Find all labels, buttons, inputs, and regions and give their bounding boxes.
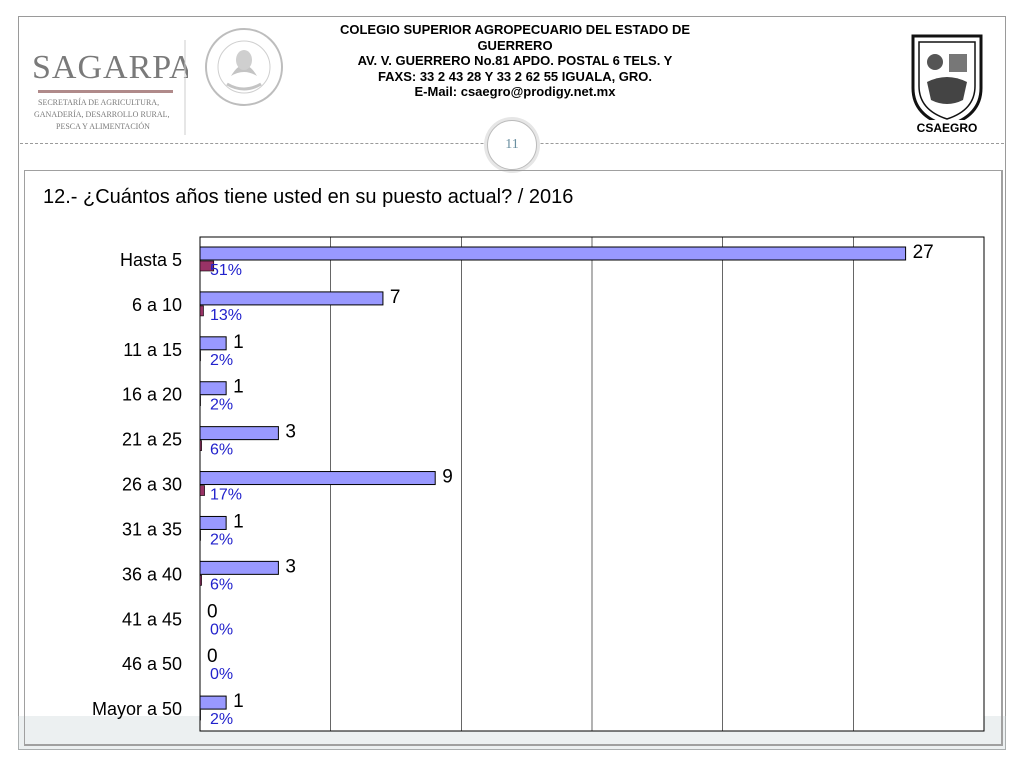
csaegro-label: CSAEGRO: [917, 121, 978, 135]
header-text: COLEGIO SUPERIOR AGROPECUARIO DEL ESTADO…: [330, 22, 700, 100]
csaegro-logo: CSAEGRO: [907, 34, 987, 135]
percent-label: 51%: [210, 262, 242, 279]
category-label: 31 a 35: [122, 519, 182, 539]
category-label: 26 a 30: [122, 475, 182, 495]
percent-label: 17%: [210, 487, 242, 504]
percent-label: 2%: [210, 531, 233, 548]
percent-bar: [199, 485, 205, 496]
sagarpa-sub-3: PESCA Y ALIMENTACIÓN: [56, 121, 150, 131]
percent-bar: [199, 530, 201, 541]
percent-bar: [199, 575, 202, 586]
category-label: 21 a 25: [122, 430, 182, 450]
sagarpa-name: SAGARPA: [32, 49, 188, 86]
count-bar: [199, 695, 227, 710]
percent-label: 0%: [210, 621, 233, 638]
percent-bar: [199, 350, 201, 362]
percent-bar: [199, 395, 201, 407]
percent-label: 13%: [210, 307, 242, 324]
percent-label: 2%: [210, 711, 233, 728]
header-line-5: E-Mail: csaegro@prodigy.net.mx: [414, 84, 616, 99]
count-label: 7: [390, 287, 401, 308]
count-label: 9: [442, 467, 453, 488]
count-label: 1: [233, 332, 244, 353]
category-label: Hasta 5: [120, 250, 182, 270]
header-line-4: FAXS: 33 2 43 28 Y 33 2 62 55 IGUALA, GR…: [377, 68, 653, 84]
count-bar: [199, 336, 227, 351]
count-label: 1: [233, 511, 244, 532]
percent-label: 2%: [210, 352, 233, 369]
category-label: 41 a 45: [122, 609, 182, 629]
category-label: 16 a 20: [122, 385, 182, 405]
percent-label: 6%: [210, 576, 233, 593]
category-label: 6 a 10: [132, 295, 182, 315]
count-label: 0: [207, 601, 218, 622]
chart-title: 12.- ¿Cuántos años tiene usted en su pue…: [43, 186, 574, 208]
count-bar: [199, 246, 907, 261]
mexico-seal-logo: [205, 28, 283, 106]
sagarpa-sub-1: SECRETARÍA DE AGRICULTURA,: [38, 97, 159, 107]
count-label: 0: [207, 646, 218, 667]
percent-label: 0%: [210, 666, 233, 683]
sagarpa-sub-2: GANADERÍA, DESARROLLO RURAL,: [34, 109, 170, 119]
percent-label: 2%: [210, 397, 233, 414]
header-line-2: GUERRERO: [477, 37, 553, 53]
percent-bar: [199, 260, 215, 272]
percent-bar: [199, 305, 204, 317]
count-label: 1: [233, 377, 244, 398]
page-number: 11: [487, 120, 537, 170]
count-bar: [199, 471, 436, 486]
category-label: 36 a 40: [122, 564, 182, 584]
count-label: 3: [285, 422, 296, 443]
count-label: 27: [913, 242, 934, 263]
header-line-1: COLEGIO SUPERIOR AGROPECUARIO DEL ESTADO…: [339, 22, 691, 37]
count-bar: [199, 291, 384, 306]
chart-panel: [24, 170, 1003, 746]
percent-label: 6%: [210, 442, 233, 459]
sagarpa-logo: SAGARPA SECRETARÍA DE AGRICULTURA, GANAD…: [32, 40, 188, 135]
category-label: 11 a 15: [123, 340, 182, 360]
header-line-3: AV. V. GUERRERO No.81 APDO. POSTAL 6 TEL…: [357, 53, 673, 68]
category-label: 46 a 50: [122, 654, 182, 674]
count-bar: [199, 560, 279, 575]
percent-bar: [199, 440, 202, 451]
count-bar: [199, 426, 279, 441]
percent-bar: [199, 709, 201, 721]
category-label: Mayor a 50: [92, 699, 182, 719]
count-bar: [199, 515, 227, 530]
slide-frame: [18, 16, 1006, 750]
count-bar: [199, 381, 227, 396]
count-label: 1: [233, 691, 244, 712]
count-label: 3: [285, 556, 296, 577]
